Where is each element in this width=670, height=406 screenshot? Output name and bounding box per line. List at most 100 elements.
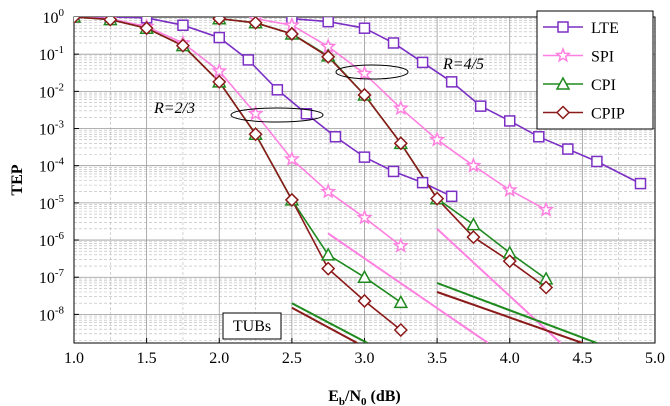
marker-square xyxy=(322,17,334,28)
y-tick-label: 100 xyxy=(43,7,65,27)
annotation-ellipse xyxy=(230,107,324,123)
marker-diamond xyxy=(357,293,372,309)
marker-triangle xyxy=(320,247,336,261)
marker-square xyxy=(387,165,400,178)
annotation-ellipse xyxy=(335,64,409,80)
x-tick-label: 3.0 xyxy=(355,350,375,367)
y-tick-base: 10 xyxy=(39,233,55,250)
y-tick-exp: -7 xyxy=(55,267,65,279)
marker-square xyxy=(358,151,371,163)
marker-star xyxy=(283,150,301,167)
y-tick-label: 10-3 xyxy=(39,119,65,139)
marker-star xyxy=(501,181,518,198)
y-axis-label: TEP xyxy=(9,164,26,195)
marker-diamond xyxy=(139,21,154,36)
x-tick-label: 3.5 xyxy=(427,350,447,367)
y-tick-label: 10-7 xyxy=(39,267,65,287)
x-label-part: (dB) xyxy=(367,388,401,405)
x-label-sub: b xyxy=(339,396,345,406)
series-line xyxy=(74,17,402,247)
bound-line xyxy=(436,282,598,343)
marker-star xyxy=(392,237,409,253)
y-tick-label: 10-8 xyxy=(39,304,65,324)
marker-diamond xyxy=(466,230,481,245)
marker-square xyxy=(562,143,574,155)
marker-star xyxy=(465,157,482,173)
plot-area xyxy=(74,17,647,343)
bound-line xyxy=(436,228,562,343)
y-tick-label: 10-5 xyxy=(39,193,65,213)
y-tick-exp: -8 xyxy=(55,304,65,316)
marker-star xyxy=(356,209,373,225)
y-tick-base: 10 xyxy=(39,84,55,101)
marker-diamond xyxy=(175,38,190,53)
plot-frame xyxy=(73,16,656,344)
y-tick-base: 10 xyxy=(39,47,55,64)
x-axis-label: Eb/N0 (dB) xyxy=(328,388,401,406)
series-line xyxy=(219,17,547,289)
marker-diamond xyxy=(555,105,571,120)
bound-line xyxy=(291,306,358,343)
marker-star xyxy=(320,183,337,199)
marker-diamond xyxy=(321,261,336,276)
y-tick-exp: -3 xyxy=(55,119,65,131)
x-label-sub: 0 xyxy=(361,396,367,406)
marker-diamond xyxy=(321,49,336,64)
marker-square xyxy=(242,54,255,66)
marker-triangle xyxy=(393,294,409,309)
y-tick-base: 10 xyxy=(39,307,55,324)
y-tick-base: 10 xyxy=(43,10,59,27)
y-tick-label: 10-2 xyxy=(39,81,64,101)
y-tick-base: 10 xyxy=(39,159,55,176)
marker-square xyxy=(416,56,429,69)
y-tick-exp: -6 xyxy=(55,230,65,242)
legend-label: SPI xyxy=(591,49,614,66)
x-tick-label: 1.5 xyxy=(137,350,157,367)
marker-square xyxy=(557,21,569,33)
legend-label: CPIP xyxy=(591,106,625,123)
y-tick-base: 10 xyxy=(39,270,55,287)
marker-square xyxy=(300,107,313,120)
x-tick-label: 1.0 xyxy=(64,350,84,367)
bound-line xyxy=(436,291,583,343)
marker-square xyxy=(445,76,458,88)
marker-diamond xyxy=(357,87,372,103)
marker-square xyxy=(329,131,342,143)
marker-triangle xyxy=(555,76,571,90)
annotation: R=2/3 xyxy=(153,100,195,117)
marker-diamond xyxy=(502,254,517,269)
marker-square xyxy=(213,31,225,44)
x-tick-label: 4.0 xyxy=(500,350,520,367)
marker-diamond xyxy=(103,17,118,27)
y-tick-base: 10 xyxy=(39,122,55,139)
legend-box xyxy=(536,10,654,130)
marker-square xyxy=(177,19,189,31)
marker-square xyxy=(634,177,647,190)
marker-star xyxy=(537,201,555,217)
x-tick-label: 5.0 xyxy=(645,350,665,367)
marker-square xyxy=(533,131,545,143)
marker-diamond xyxy=(248,127,263,142)
y-tick-base: 10 xyxy=(39,196,55,213)
marker-diamond xyxy=(284,26,299,42)
marker-star xyxy=(392,99,409,116)
y-tick-exp: -4 xyxy=(55,156,65,168)
bound-line xyxy=(327,232,489,343)
marker-diamond xyxy=(284,192,299,207)
y-tick-label: 10-1 xyxy=(39,44,64,64)
marker-diamond xyxy=(248,17,263,30)
y-tick-label: 10-6 xyxy=(39,230,65,250)
y-tick-exp: 0 xyxy=(59,7,65,19)
legend-label: CPI xyxy=(591,77,616,94)
marker-star xyxy=(356,64,373,81)
y-tick-exp: -5 xyxy=(55,193,65,205)
x-label-part: /N xyxy=(344,388,361,405)
marker-square xyxy=(504,115,516,127)
series-line xyxy=(74,17,402,331)
marker-diamond xyxy=(212,17,227,26)
legend-label: LTE xyxy=(591,20,619,37)
marker-triangle xyxy=(357,269,372,283)
marker-diamond xyxy=(212,74,227,89)
x-tick-label: 2.5 xyxy=(282,350,302,367)
